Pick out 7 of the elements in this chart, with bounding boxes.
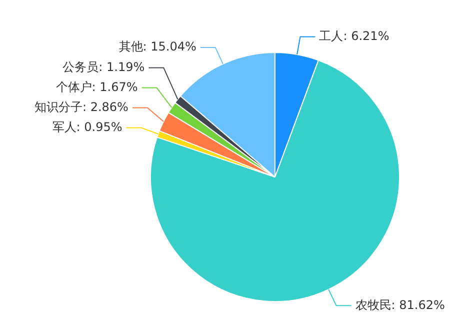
slice-label: 其他: 15.04%	[118, 40, 196, 54]
slice-label: 工人: 6.21%	[319, 28, 390, 43]
slice-label: 公务员: 1.19%	[62, 60, 145, 74]
slice-label: 军人: 0.95%	[52, 120, 122, 134]
slice-label: 知识分子: 2.86%	[34, 100, 128, 114]
slice-label: 个体户: 1.67%	[56, 80, 138, 94]
slice-label: 农牧民: 81.62%	[355, 298, 445, 312]
